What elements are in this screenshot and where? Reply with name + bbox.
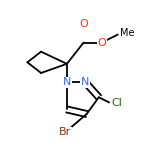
Text: N: N (63, 77, 71, 87)
Text: O: O (97, 38, 106, 48)
Text: N: N (81, 77, 89, 87)
Text: Me: Me (120, 28, 135, 38)
Text: Cl: Cl (111, 98, 122, 108)
Text: Br: Br (59, 127, 71, 137)
Text: O: O (79, 19, 88, 29)
